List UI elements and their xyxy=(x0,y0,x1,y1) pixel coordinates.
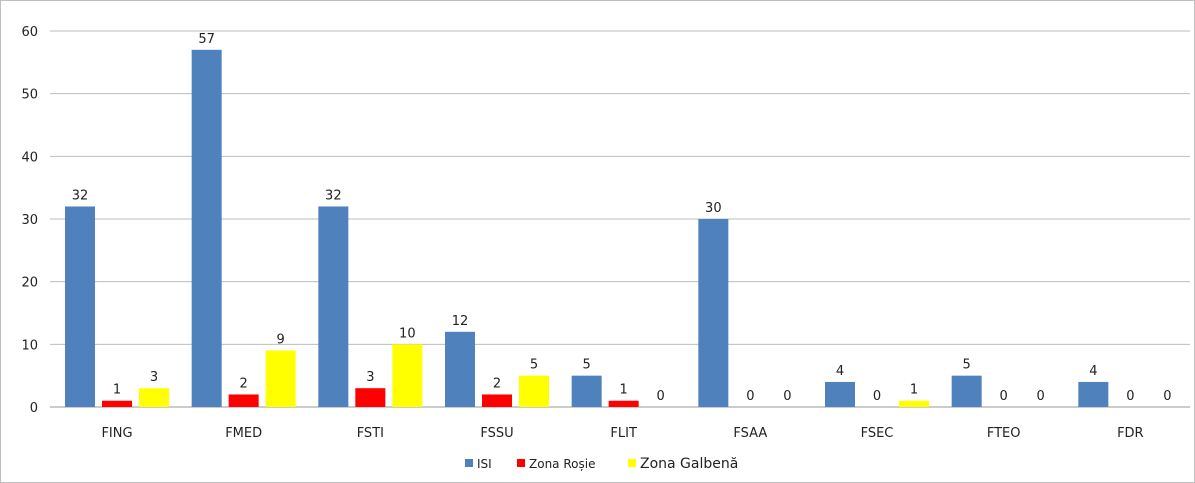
legend-swatch xyxy=(465,459,473,467)
bar-flit-0 xyxy=(571,375,602,407)
bar-fmed-0 xyxy=(191,49,222,408)
bar-fsti-0 xyxy=(318,206,349,407)
data-label: 57 xyxy=(198,32,215,47)
data-label: 0 xyxy=(657,389,665,404)
data-label: 2 xyxy=(493,376,501,391)
x-axis: FING FMED FSTI FSSU FLIT FSAA FSEC FTEO FDR xyxy=(101,426,1143,441)
y-axis-ticks: 0 10 20 30 40 50 60 xyxy=(21,25,38,416)
data-label: 0 xyxy=(1000,389,1008,404)
data-label: 3 xyxy=(366,370,374,385)
y-tick-label: 20 xyxy=(21,276,38,291)
data-label: 5 xyxy=(530,358,538,373)
data-label: 0 xyxy=(1037,389,1045,404)
x-tick-label: FSSU xyxy=(480,426,513,441)
x-tick-label: FMED xyxy=(225,426,262,441)
legend: ISI Zona Roșie Zona Galbenă xyxy=(465,456,738,472)
bar-fteo-0 xyxy=(951,375,982,407)
x-tick-label: FSAA xyxy=(733,426,767,441)
bar-fmed-1 xyxy=(228,394,259,407)
bar-fssu-2 xyxy=(519,375,549,407)
x-tick-label: FLIT xyxy=(610,426,637,441)
x-tick-label: FSEC xyxy=(861,426,894,441)
x-tick-label: FSTI xyxy=(357,426,384,441)
y-tick-label: 10 xyxy=(21,338,38,353)
data-label: 30 xyxy=(705,201,722,216)
data-label: 0 xyxy=(746,389,754,404)
data-label: 1 xyxy=(620,383,628,398)
data-label: 0 xyxy=(1126,389,1134,404)
legend-swatch xyxy=(628,459,636,467)
y-tick-label: 30 xyxy=(21,213,38,228)
y-tick-label: 50 xyxy=(21,88,38,103)
y-tick-label: 60 xyxy=(21,25,38,40)
data-label: 1 xyxy=(910,383,918,398)
data-label: 9 xyxy=(277,333,285,348)
data-label: 12 xyxy=(452,314,469,329)
data-label: 5 xyxy=(583,358,591,373)
bars xyxy=(65,49,1109,408)
x-tick-label: FDR xyxy=(1117,426,1144,441)
bar-fing-2 xyxy=(139,388,169,407)
y-tick-label: 0 xyxy=(30,401,38,416)
data-label: 32 xyxy=(325,188,342,203)
data-label: 10 xyxy=(399,326,416,341)
data-label: 32 xyxy=(72,188,89,203)
bar-fsti-1 xyxy=(355,388,386,407)
bar-fssu-1 xyxy=(482,394,512,407)
legend-label: ISI xyxy=(477,457,492,471)
legend-label: Zona Galbenă xyxy=(640,456,738,472)
bar-flit-1 xyxy=(608,400,639,407)
data-label: 2 xyxy=(240,376,248,391)
bar-fsec-2 xyxy=(899,400,929,407)
data-label: 4 xyxy=(836,364,844,379)
legend-label: Zona Roșie xyxy=(529,457,595,471)
data-label: 0 xyxy=(783,389,791,404)
legend-swatch xyxy=(517,459,525,467)
data-label: 0 xyxy=(873,389,881,404)
x-tick-label: FING xyxy=(101,426,132,441)
y-tick-label: 40 xyxy=(21,150,38,165)
data-label: 4 xyxy=(1089,364,1097,379)
data-label: 0 xyxy=(1163,389,1171,404)
bar-fsaa-0 xyxy=(698,219,729,407)
bar-fssu-0 xyxy=(445,331,475,407)
bar-fdr-0 xyxy=(1078,381,1109,407)
data-label: 5 xyxy=(963,358,971,373)
bar-fsti-2 xyxy=(392,344,423,407)
bar-fmed-2 xyxy=(265,350,296,407)
bar-fing-0 xyxy=(65,206,95,407)
data-label: 1 xyxy=(113,383,121,398)
bar-fing-1 xyxy=(102,400,132,407)
bar-fsec-0 xyxy=(825,381,855,407)
data-label: 3 xyxy=(150,370,158,385)
x-tick-label: FTEO xyxy=(987,426,1021,441)
